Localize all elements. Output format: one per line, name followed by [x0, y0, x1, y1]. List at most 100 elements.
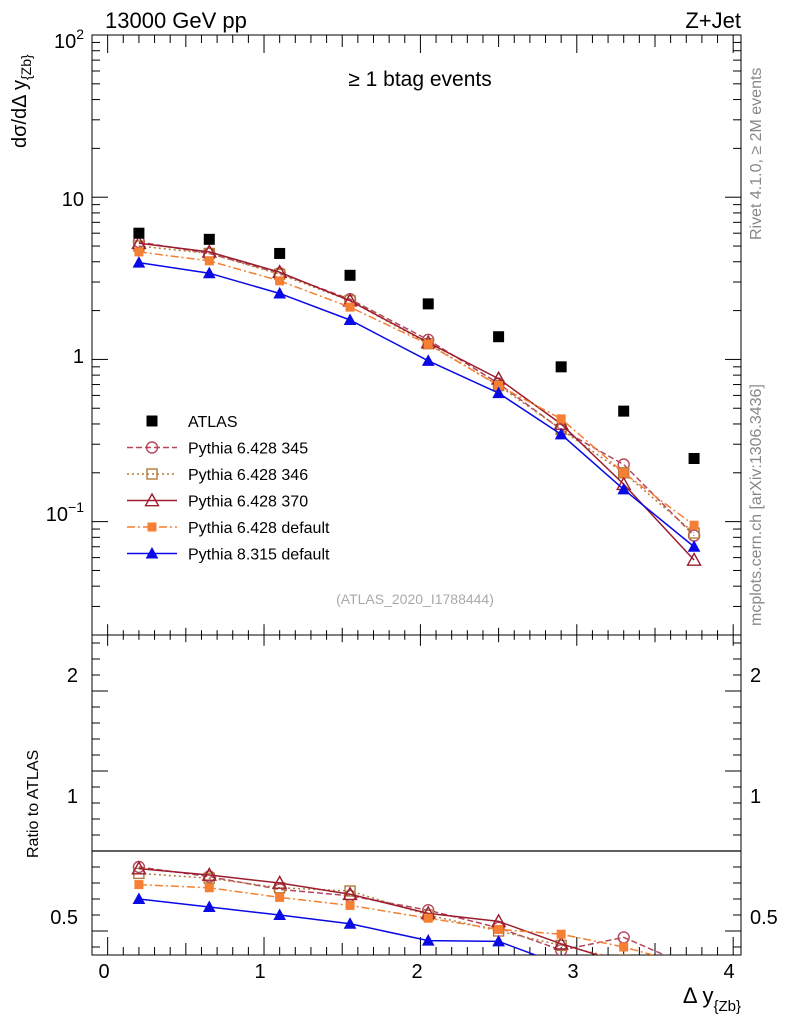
ratio-point-pythia-6-428-370 — [688, 969, 701, 981]
y-tick-label-10: 10 — [62, 189, 84, 211]
legend-marker-pythia-6-428-345 — [145, 441, 159, 454]
main-axis-ticks — [92, 34, 741, 636]
mcplots-reference-label: mcplots.cern.ch [arXiv:1306.3436] — [748, 384, 765, 626]
point-pythia-6-428-default — [275, 276, 285, 286]
x-axis-label: Δ y{Zb} — [683, 983, 741, 1015]
ratio-point-pythia-6-428-370 — [131, 860, 147, 875]
legend-marker-pythia-6-428-370 — [144, 492, 160, 507]
ratio-point-pythia-6-428-default — [556, 929, 566, 939]
main-panel-frame — [91, 34, 742, 636]
point-pythia-6-428-default — [556, 414, 566, 424]
ratio-point-pythia-8-315-default — [492, 934, 505, 947]
legend-label-pythia-6-428-default: Pythia 6.428 default — [188, 520, 330, 537]
ratio-line-pythia-6-428-370 — [138, 867, 601, 955]
ratio-point-pythia-8-315-default — [343, 917, 357, 929]
ratio-y-tick-label-2-right: 2 — [750, 665, 761, 687]
legend-marker-pythia-8-315-default — [145, 546, 159, 559]
ratio-point-pythia-6-428-370 — [271, 875, 288, 889]
ratio-point-pythia-8-315-default — [132, 892, 146, 904]
ratio-axis-ticks — [92, 642, 741, 948]
ratio-point-pythia-6-428-346 — [344, 885, 356, 897]
point-pythia-6-428-default — [619, 468, 629, 478]
ratio-series-group — [131, 860, 701, 981]
ratio-point-pythia-8-315-default — [689, 970, 700, 980]
point-atlas — [688, 452, 700, 464]
point-pythia-6-428-default — [134, 247, 144, 257]
ratio-point-pythia-8-315-default — [421, 934, 435, 946]
ratio-point-pythia-8-315-default — [618, 962, 629, 972]
point-atlas — [203, 233, 215, 245]
chart-title: ≥ 1 btag events — [348, 68, 491, 91]
series-line-pythia-6-428-345 — [138, 241, 695, 537]
legend-marker-pythia-6-428-default — [147, 522, 157, 532]
ratio-point-pythia-6-428-346 — [689, 971, 699, 981]
ratio-point-pythia-8-315-default — [202, 900, 216, 912]
ratio-y-tick-label-0.5: 0.5 — [50, 907, 78, 929]
ratio-y-tick-label-1: 1 — [67, 786, 78, 808]
legend: ATLAS Pythia 6.428 345 Pythia 6.428 346 Pyt… — [127, 414, 330, 564]
point-pythia-6-428-default — [345, 302, 355, 312]
ratio-point-pythia-6-428-default — [275, 892, 285, 902]
legend-label-pythia-6-428-345: Pythia 6.428 345 — [188, 441, 308, 458]
point-pythia-6-428-default — [204, 256, 214, 266]
point-atlas — [493, 331, 505, 343]
point-pythia-8-315-default — [687, 540, 701, 552]
point-pythia-8-315-default — [492, 386, 505, 399]
ratio-y-tick-label-2: 2 — [67, 665, 78, 687]
main-series-group — [131, 227, 702, 566]
ratio-y-tick-label-0.5-right: 0.5 — [750, 907, 778, 929]
x-tick-label-2: 2 — [411, 961, 422, 983]
series-line-pythia-6-428-default — [138, 251, 695, 526]
legend-label-pythia-8-315-default: Pythia 8.315 default — [188, 547, 330, 564]
ratio-point-pythia-6-428-default — [204, 883, 214, 893]
point-pythia-6-428-370 — [686, 552, 702, 566]
process-label: Z+Jet — [685, 8, 741, 33]
point-pythia-8-315-default — [343, 313, 357, 325]
point-atlas — [133, 227, 145, 239]
point-atlas — [344, 269, 356, 281]
ratio-point-pythia-8-315-default — [273, 908, 287, 920]
ratio-y-tick-label-1-right: 1 — [750, 786, 761, 808]
ratio-point-pythia-6-428-370 — [617, 957, 630, 969]
legend-marker-pythia-6-428-346 — [146, 468, 158, 480]
point-pythia-6-428-default — [423, 339, 433, 349]
point-pythia-8-315-default — [273, 286, 287, 299]
point-pythia-8-315-default — [554, 427, 568, 440]
legend-label-atlas: ATLAS — [188, 414, 238, 431]
x-tick-label-4: 4 — [723, 961, 734, 983]
ratio-point-pythia-6-428-346 — [618, 954, 630, 955]
point-pythia-8-315-default — [617, 482, 631, 495]
ratio-line-pythia-6-428-default — [138, 883, 656, 955]
analysis-tag: (ATLAS_2020_I1788444) — [336, 591, 494, 607]
legend-label-pythia-6-428-370: Pythia 6.428 370 — [188, 494, 308, 511]
ratio-point-pythia-6-428-default — [134, 880, 144, 890]
point-atlas — [555, 361, 567, 373]
x-axis-ticks — [91, 35, 734, 955]
ratio-line-pythia-6-428-345 — [138, 866, 667, 955]
point-pythia-6-428-default — [689, 520, 699, 530]
y-tick-label-0.1: 10−1 — [46, 499, 84, 526]
x-tick-label-3: 3 — [567, 961, 578, 983]
ratio-point-pythia-6-428-345 — [689, 962, 700, 973]
ratio-point-pythia-6-428-370 — [553, 935, 569, 950]
ratio-point-pythia-6-428-default — [619, 942, 629, 952]
ratio-point-pythia-6-428-default — [494, 924, 504, 934]
ratio-point-pythia-6-428-default — [423, 913, 433, 923]
collision-energy-label: 13000 GeV pp — [105, 8, 247, 33]
y-tick-label-100: 102 — [54, 26, 84, 53]
ratio-panel-frame — [91, 634, 742, 956]
legend-marker-atlas — [146, 415, 158, 427]
ratio-point-pythia-6-428-default — [345, 900, 355, 910]
x-tick-label-1: 1 — [254, 961, 265, 983]
ratio-y-axis-label: Ratio to ATLAS — [25, 750, 42, 858]
rivet-version-label: Rivet 4.1.0, ≥ 2M events — [748, 68, 765, 240]
point-pythia-8-315-default — [132, 256, 146, 268]
series-line-pythia-6-428-370 — [138, 242, 695, 561]
legend-label-pythia-6-428-346: Pythia 6.428 346 — [188, 467, 308, 484]
ratio-point-pythia-6-428-default — [690, 962, 698, 970]
point-pythia-8-315-default — [202, 266, 216, 279]
point-atlas — [274, 247, 286, 259]
ratio-point-pythia-8-315-default — [556, 959, 567, 969]
y-axis-label: dσ/dΔ y{Zb} — [9, 54, 34, 148]
